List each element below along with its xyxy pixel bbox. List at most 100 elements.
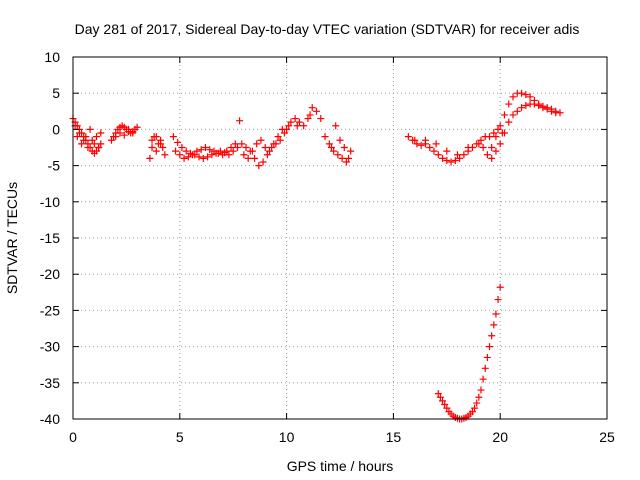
data-point <box>92 147 100 155</box>
data-point <box>539 102 547 110</box>
y-tick-label: -25 <box>40 302 60 318</box>
series-segment-3 <box>146 133 169 162</box>
data-point <box>530 96 538 104</box>
data-point <box>219 151 227 159</box>
data-point <box>447 158 455 166</box>
data-point <box>342 158 350 166</box>
data-point <box>148 136 156 144</box>
data-point <box>340 144 348 151</box>
data-point <box>295 118 303 126</box>
y-tick-label: -5 <box>48 158 61 174</box>
data-point <box>206 146 214 154</box>
data-point <box>266 147 274 155</box>
data-point <box>496 283 504 291</box>
series-segment-1 <box>69 115 105 157</box>
data-point <box>522 102 530 110</box>
data-point <box>261 144 269 151</box>
data-point <box>434 390 442 398</box>
data-point <box>453 151 461 159</box>
data-point <box>78 140 86 148</box>
data-point <box>332 122 340 130</box>
data-point <box>518 104 526 112</box>
y-tick-label: -15 <box>40 230 60 246</box>
x-tick-label: 25 <box>599 429 615 445</box>
y-tick-label: 0 <box>52 121 60 137</box>
data-point <box>483 151 491 159</box>
data-point <box>500 111 508 119</box>
data-point <box>417 141 425 149</box>
y-tick-label: -20 <box>40 266 60 282</box>
data-point <box>441 401 449 409</box>
data-point <box>112 133 120 141</box>
data-point <box>509 93 517 101</box>
data-point <box>152 147 160 155</box>
data-point <box>97 129 105 137</box>
data-point <box>268 144 276 151</box>
data-point <box>248 147 256 155</box>
data-point <box>80 136 88 144</box>
data-point <box>90 140 98 148</box>
data-point <box>169 133 177 141</box>
data-point <box>413 140 421 148</box>
data-point <box>464 144 472 151</box>
data-point <box>505 100 513 108</box>
data-point <box>129 129 137 137</box>
data-point <box>460 151 468 159</box>
data-point <box>259 158 267 166</box>
data-point <box>535 100 543 108</box>
data-point <box>471 404 479 412</box>
data-point <box>492 310 500 318</box>
x-tick-label: 20 <box>492 429 508 445</box>
data-point <box>73 133 81 141</box>
chart-title: Day 281 of 2017, Sidereal Day-to-day VTE… <box>75 21 580 37</box>
y-tick-label: -40 <box>40 411 60 427</box>
data-point <box>330 147 338 155</box>
data-point <box>490 321 498 329</box>
data-point <box>473 399 481 407</box>
data-point <box>547 105 555 113</box>
data-point <box>556 109 564 117</box>
data-point <box>488 332 496 340</box>
data-point <box>120 131 128 139</box>
data-point <box>229 147 237 155</box>
data-point <box>84 144 92 151</box>
data-point <box>204 153 212 161</box>
data-point <box>306 111 314 119</box>
data-point <box>526 93 534 101</box>
data-point <box>308 104 316 112</box>
data-point <box>88 136 96 144</box>
data-point <box>488 154 496 162</box>
data-point <box>180 154 188 162</box>
data-point <box>321 133 329 141</box>
data-point <box>486 343 494 351</box>
data-point <box>490 129 498 137</box>
data-point <box>86 125 94 133</box>
data-point <box>479 375 487 383</box>
data-point <box>552 107 560 115</box>
data-point <box>430 147 438 155</box>
series-segment-10 <box>434 283 504 423</box>
tick-labels: 0 5 10 15 20 25 10 5 0 -5 -10 -15 -20 -25 -30 -35 -40 <box>40 49 615 445</box>
data-point <box>233 144 241 151</box>
data-point <box>494 125 502 133</box>
data-point <box>176 151 184 159</box>
data-point <box>518 89 526 97</box>
data-point <box>505 118 513 126</box>
data-point <box>327 144 335 151</box>
data-point <box>280 129 288 137</box>
data-point <box>92 133 100 141</box>
data-point <box>270 140 278 148</box>
data-point <box>174 138 182 146</box>
data-point <box>317 115 325 123</box>
data-point <box>182 147 190 155</box>
data-point <box>291 115 299 123</box>
data-point <box>253 140 261 148</box>
data-point <box>486 133 494 141</box>
data-point <box>146 154 154 162</box>
x-tick-label: 15 <box>386 429 402 445</box>
data-point <box>496 140 504 148</box>
y-tick-label: -35 <box>40 375 60 391</box>
data-point <box>276 136 284 144</box>
data-point <box>238 140 246 148</box>
